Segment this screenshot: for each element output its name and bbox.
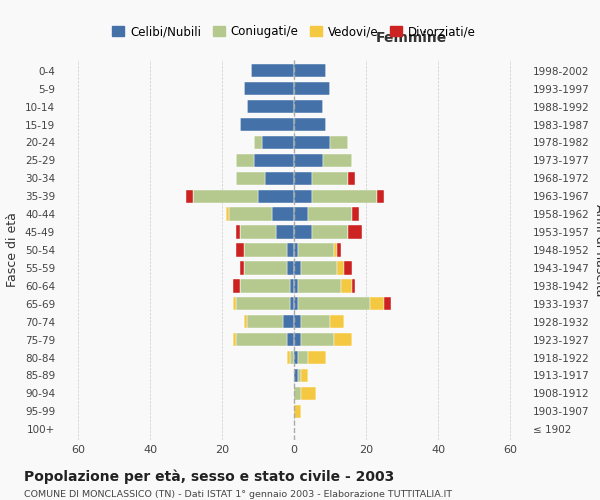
Bar: [298, 244, 334, 256]
Bar: [352, 208, 359, 221]
Bar: [301, 315, 330, 328]
Bar: [229, 208, 272, 221]
Bar: [348, 226, 362, 239]
Bar: [298, 369, 301, 382]
Bar: [294, 190, 312, 203]
Bar: [294, 386, 301, 400]
Bar: [294, 226, 312, 239]
Bar: [334, 244, 337, 256]
Bar: [244, 315, 247, 328]
Bar: [294, 261, 301, 274]
Bar: [294, 136, 330, 149]
Bar: [262, 136, 294, 149]
Bar: [254, 136, 262, 149]
Bar: [294, 279, 298, 292]
Bar: [377, 190, 384, 203]
Bar: [352, 279, 355, 292]
Bar: [308, 208, 352, 221]
Bar: [240, 261, 244, 274]
Bar: [330, 315, 344, 328]
Bar: [233, 333, 236, 346]
Bar: [236, 226, 240, 239]
Bar: [312, 226, 348, 239]
Bar: [236, 172, 265, 185]
Bar: [301, 369, 308, 382]
Bar: [341, 279, 352, 292]
Bar: [247, 100, 294, 114]
Bar: [298, 297, 370, 310]
Bar: [294, 244, 298, 256]
Text: COMUNE DI MONCLASSICO (TN) - Dati ISTAT 1° gennaio 2003 - Elaborazione TUTTITALI: COMUNE DI MONCLASSICO (TN) - Dati ISTAT …: [24, 490, 452, 499]
Bar: [337, 244, 341, 256]
Bar: [283, 315, 294, 328]
Bar: [226, 208, 229, 221]
Bar: [272, 208, 294, 221]
Bar: [287, 351, 290, 364]
Bar: [294, 297, 298, 310]
Bar: [308, 351, 326, 364]
Bar: [233, 279, 240, 292]
Bar: [344, 261, 352, 274]
Bar: [301, 261, 337, 274]
Bar: [294, 82, 330, 96]
Bar: [247, 315, 283, 328]
Text: Femmine: Femmine: [376, 31, 446, 45]
Bar: [244, 82, 294, 96]
Bar: [294, 351, 298, 364]
Bar: [240, 226, 276, 239]
Bar: [287, 261, 294, 274]
Bar: [258, 190, 294, 203]
Bar: [236, 333, 287, 346]
Bar: [298, 351, 308, 364]
Bar: [294, 208, 308, 221]
Y-axis label: Fasce di età: Fasce di età: [7, 212, 19, 288]
Bar: [294, 100, 323, 114]
Bar: [294, 333, 301, 346]
Bar: [301, 386, 316, 400]
Bar: [244, 244, 287, 256]
Bar: [240, 118, 294, 131]
Bar: [254, 154, 294, 167]
Bar: [294, 369, 298, 382]
Bar: [240, 279, 290, 292]
Bar: [294, 172, 312, 185]
Bar: [384, 297, 391, 310]
Bar: [294, 315, 301, 328]
Bar: [312, 190, 377, 203]
Bar: [236, 297, 290, 310]
Bar: [294, 64, 326, 78]
Bar: [193, 190, 258, 203]
Bar: [348, 172, 355, 185]
Bar: [186, 190, 193, 203]
Bar: [287, 333, 294, 346]
Bar: [290, 351, 294, 364]
Bar: [290, 279, 294, 292]
Bar: [251, 64, 294, 78]
Bar: [287, 244, 294, 256]
Bar: [298, 279, 341, 292]
Bar: [244, 261, 287, 274]
Legend: Celibi/Nubili, Coniugati/e, Vedovi/e, Divorziati/e: Celibi/Nubili, Coniugati/e, Vedovi/e, Di…: [107, 20, 481, 42]
Bar: [294, 154, 323, 167]
Bar: [334, 333, 352, 346]
Bar: [294, 404, 301, 418]
Y-axis label: Anni di nascita: Anni di nascita: [593, 204, 600, 296]
Bar: [265, 172, 294, 185]
Bar: [337, 261, 344, 274]
Bar: [236, 154, 254, 167]
Bar: [294, 118, 326, 131]
Bar: [233, 297, 236, 310]
Bar: [236, 244, 244, 256]
Bar: [301, 333, 334, 346]
Text: Popolazione per età, sesso e stato civile - 2003: Popolazione per età, sesso e stato civil…: [24, 470, 394, 484]
Bar: [323, 154, 352, 167]
Bar: [290, 297, 294, 310]
Bar: [370, 297, 384, 310]
Bar: [330, 136, 348, 149]
Bar: [276, 226, 294, 239]
Bar: [312, 172, 348, 185]
